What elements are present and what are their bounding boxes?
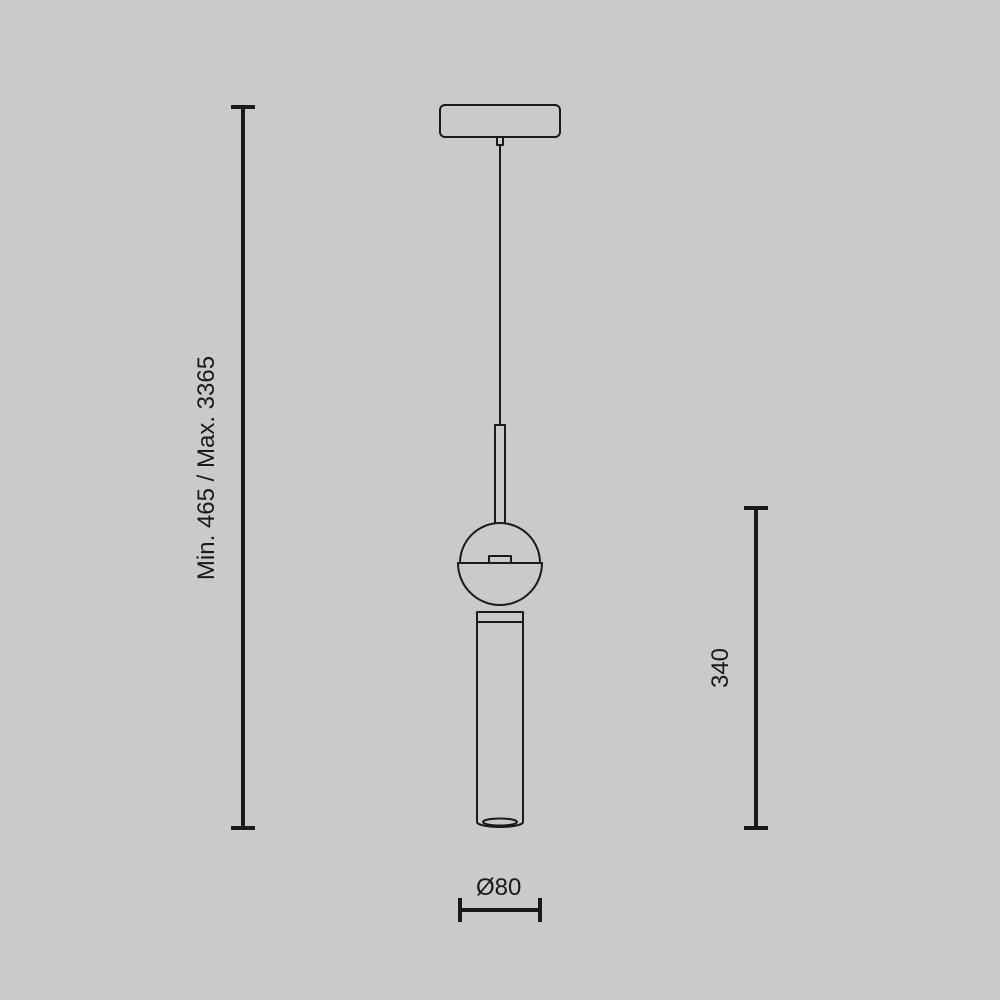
collar [477, 612, 523, 622]
canopy-nipple [497, 137, 503, 145]
dimension-labels: Min. 465 / Max. 3365 340 Ø80 [193, 356, 734, 901]
rod [495, 425, 505, 528]
dim-label-body-height: 340 [707, 648, 734, 688]
cylinder-bottom-opening [483, 819, 517, 826]
cylinder-body [477, 622, 523, 827]
pendant-fixture [440, 105, 560, 827]
dim-label-diameter: Ø80 [476, 874, 521, 901]
ceiling-canopy [440, 105, 560, 137]
dim-label-height-range: Min. 465 / Max. 3365 [193, 356, 220, 580]
dome-lower [458, 563, 542, 605]
